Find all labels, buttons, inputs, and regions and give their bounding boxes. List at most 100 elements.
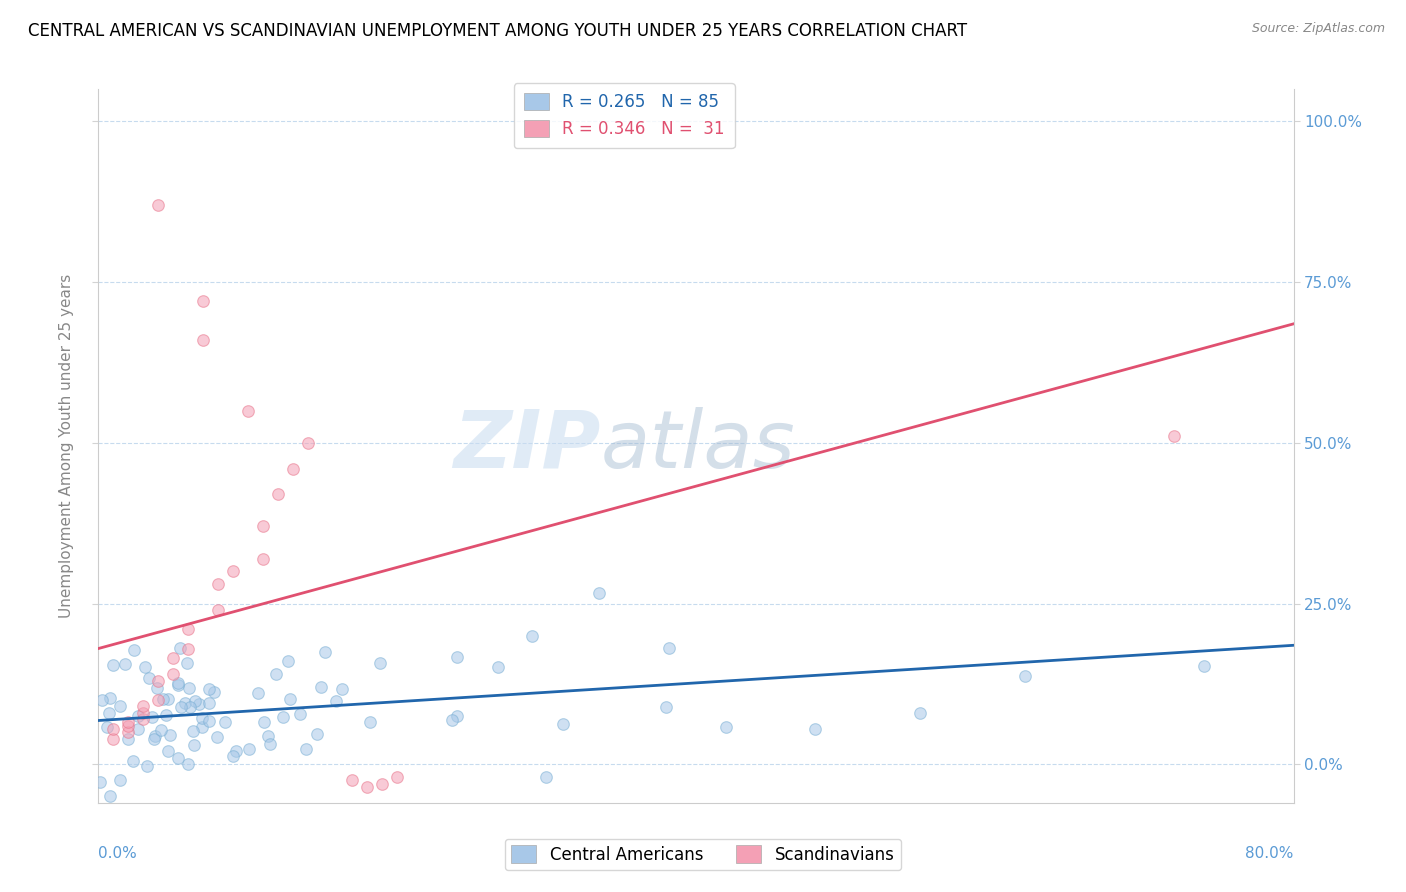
Text: ZIP: ZIP	[453, 407, 600, 485]
Point	[177, 681, 200, 695]
Point	[179, 700, 201, 714]
Point	[132, 712, 155, 726]
Point	[714, 720, 737, 734]
Point	[205, 730, 228, 744]
Point	[257, 729, 280, 743]
Point	[148, 673, 170, 688]
Point	[1014, 669, 1036, 683]
Point	[280, 692, 302, 706]
Point	[117, 725, 139, 739]
Point	[294, 742, 316, 756]
Point	[1163, 429, 1185, 443]
Point	[89, 774, 111, 789]
Point	[167, 675, 190, 690]
Point	[225, 744, 247, 758]
Point	[91, 693, 114, 707]
Point	[170, 699, 193, 714]
Point	[117, 731, 139, 746]
Point	[191, 720, 214, 734]
Point	[103, 731, 125, 746]
Point	[159, 728, 181, 742]
Point	[143, 729, 166, 743]
Point	[520, 629, 543, 643]
Point	[252, 519, 274, 533]
Point	[98, 690, 121, 705]
Point	[342, 773, 364, 788]
Point	[371, 776, 394, 790]
Point	[198, 696, 221, 710]
Point	[259, 737, 281, 751]
Point	[108, 698, 131, 713]
Point	[553, 717, 575, 731]
Point	[214, 714, 236, 729]
Point	[277, 654, 299, 668]
Point	[1192, 659, 1215, 673]
Point	[97, 706, 120, 720]
Point	[162, 667, 184, 681]
Text: 80.0%: 80.0%	[1246, 846, 1294, 861]
Point	[152, 692, 174, 706]
Point	[184, 694, 207, 708]
Point	[162, 651, 184, 665]
Point	[314, 645, 336, 659]
Text: Source: ZipAtlas.com: Source: ZipAtlas.com	[1251, 22, 1385, 36]
Point	[536, 770, 558, 784]
Point	[138, 671, 160, 685]
Point	[486, 660, 509, 674]
Point	[236, 403, 259, 417]
Point	[309, 680, 332, 694]
Point	[252, 715, 274, 730]
Point	[281, 461, 304, 475]
Point	[101, 658, 124, 673]
Point	[148, 693, 170, 707]
Point	[441, 713, 464, 727]
Point	[657, 640, 679, 655]
Point	[156, 692, 179, 706]
Point	[96, 720, 118, 734]
Point	[222, 565, 245, 579]
Point	[330, 682, 353, 697]
Point	[173, 696, 195, 710]
Point	[177, 756, 200, 771]
Point	[167, 751, 190, 765]
Text: 0.0%: 0.0%	[98, 846, 138, 861]
Point	[198, 714, 221, 728]
Point	[207, 577, 229, 591]
Point	[202, 685, 225, 699]
Point	[146, 681, 169, 695]
Point	[117, 715, 139, 730]
Y-axis label: Unemployment Among Youth under 25 years: Unemployment Among Youth under 25 years	[59, 274, 75, 618]
Point	[307, 727, 329, 741]
Point	[191, 294, 214, 309]
Point	[135, 759, 157, 773]
Legend: Central Americans, Scandinavians: Central Americans, Scandinavians	[505, 838, 901, 871]
Point	[155, 708, 177, 723]
Point	[267, 487, 290, 501]
Point	[198, 681, 221, 696]
Point	[169, 640, 191, 655]
Point	[804, 722, 827, 736]
Point	[325, 694, 347, 708]
Point	[134, 660, 156, 674]
Point	[191, 711, 214, 725]
Point	[127, 709, 149, 723]
Legend: R = 0.265   N = 85, R = 0.346   N =  31: R = 0.265 N = 85, R = 0.346 N = 31	[513, 83, 735, 148]
Point	[356, 780, 378, 794]
Text: CENTRAL AMERICAN VS SCANDINAVIAN UNEMPLOYMENT AMONG YOUTH UNDER 25 YEARS CORRELA: CENTRAL AMERICAN VS SCANDINAVIAN UNEMPLO…	[28, 22, 967, 40]
Point	[176, 656, 198, 670]
Point	[150, 723, 173, 737]
Point	[207, 603, 229, 617]
Point	[181, 724, 204, 739]
Point	[908, 706, 931, 721]
Point	[124, 643, 146, 657]
Point	[132, 706, 155, 720]
Point	[148, 198, 170, 212]
Point	[290, 707, 312, 722]
Point	[266, 667, 288, 681]
Point	[103, 722, 125, 736]
Point	[177, 622, 200, 636]
Point	[121, 755, 143, 769]
Point	[98, 789, 121, 804]
Point	[127, 723, 149, 737]
Point	[132, 699, 155, 714]
